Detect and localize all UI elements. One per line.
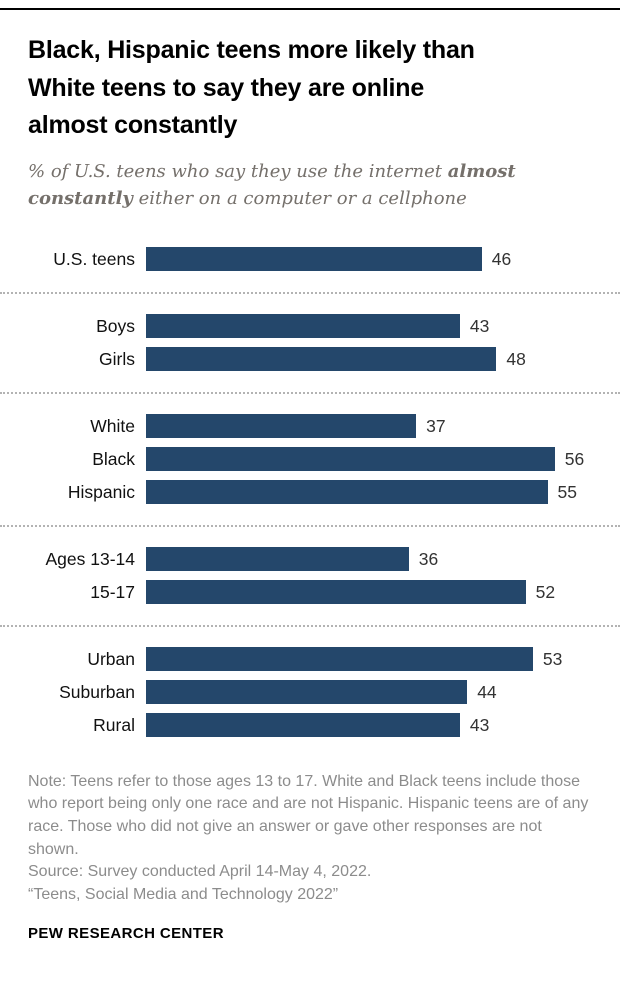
value-label: 48: [506, 348, 526, 369]
bar-row: Girls 48: [28, 343, 592, 376]
bar: [146, 247, 482, 271]
bar-chart: U.S. teens 46 Boys 43 Girls 48 White 37 Black 56 H…: [0, 236, 620, 749]
bar: [146, 713, 460, 737]
bar-track: 53: [146, 647, 592, 671]
bar-track: 36: [146, 547, 592, 571]
bar-group: Ages 13-14 36 15-17 52: [28, 536, 592, 616]
subtitle-text-bold: almost constantly: [28, 160, 516, 209]
value-label: 56: [564, 448, 585, 469]
value-label: 55: [557, 481, 577, 502]
group-separator: [0, 291, 620, 294]
bar: [146, 647, 533, 671]
bar-row: Rural 43: [28, 709, 592, 742]
chart-title-line: almost constantly: [28, 111, 238, 139]
bar-group: Urban 53 Suburban 44 Rural 43: [28, 636, 592, 749]
bar-track: 43: [146, 713, 592, 737]
bar-track: 55: [146, 480, 592, 504]
value-label: 44: [477, 681, 497, 702]
category-label: Boys: [96, 315, 135, 336]
bar-group: U.S. teens 46: [28, 236, 592, 283]
bar-track: 37: [146, 414, 592, 438]
bar-row: Ages 13-14 36: [28, 543, 592, 576]
chart-title-line: Black, Hispanic teens more likely than: [28, 36, 475, 64]
bar: [146, 447, 555, 471]
bar: [146, 580, 526, 604]
value-label: 52: [535, 581, 556, 602]
value-label: 53: [542, 648, 563, 669]
value-label: 43: [469, 714, 490, 735]
category-label: Girls: [99, 348, 135, 369]
value-label: 46: [491, 248, 512, 269]
bar-row: White 37: [28, 410, 592, 443]
value-label: 37: [426, 415, 446, 436]
category-label: Black: [92, 448, 135, 469]
category-label: Rural: [93, 714, 135, 735]
pew-research-center-wordmark: PEW RESEARCH CENTER: [28, 924, 224, 942]
bar-track: 52: [146, 580, 592, 604]
chart-title: Black, Hispanic teens more likely than W…: [28, 0, 592, 145]
category-label: U.S. teens: [53, 248, 135, 269]
category-label: 15-17: [90, 581, 135, 602]
category-label: Hispanic: [67, 481, 135, 502]
bar-row: Boys 43: [28, 310, 592, 343]
chart-subtitle: % of U.S. teens who say they use the int…: [28, 158, 588, 212]
bar-track: 48: [146, 347, 592, 371]
footnotes: Note: Teens refer to those ages 13 to 17…: [28, 771, 592, 907]
bar-row: Black 56: [28, 443, 592, 476]
bar-track: 56: [146, 447, 592, 471]
group-separator: [0, 524, 620, 527]
bar-track: 46: [146, 247, 592, 271]
subtitle-text-post: either on a computer or a cellphone: [132, 187, 467, 209]
subtitle-text-pre: % of U.S. teens who say they use the int…: [28, 160, 448, 182]
bar-row: 15-17 52: [28, 576, 592, 609]
chart-title-line: White teens to say they are online: [28, 73, 425, 102]
bar-row: Hispanic 55: [28, 476, 592, 509]
bar-row: Urban 53: [28, 643, 592, 676]
group-separator: [0, 624, 620, 627]
value-label: 43: [469, 315, 490, 336]
category-label: Urban: [87, 648, 135, 669]
category-label: White: [90, 415, 135, 436]
bar-track: 44: [146, 680, 592, 704]
category-label: Suburban: [59, 681, 135, 702]
bar: [146, 680, 468, 704]
bar-group: Boys 43 Girls 48: [28, 303, 592, 383]
report-title-text: “Teens, Social Media and Technology 2022…: [28, 886, 339, 904]
bar: [146, 547, 409, 571]
bar-row: U.S. teens 46: [28, 243, 592, 276]
bar-track: 43: [146, 314, 592, 338]
bar-group: White 37 Black 56 Hispanic 55: [28, 403, 592, 516]
top-rule: [0, 8, 620, 10]
bar: [146, 414, 417, 438]
bar-row: Suburban 44: [28, 676, 592, 709]
note-text: Note: Teens refer to those ages 13 to 17…: [28, 772, 589, 858]
bar: [146, 314, 460, 338]
bar: [146, 480, 548, 504]
source-text: Source: Survey conducted April 14-May 4,…: [28, 863, 372, 881]
group-separator: [0, 391, 620, 394]
value-label: 36: [418, 548, 439, 569]
category-label: Ages 13-14: [45, 548, 135, 569]
bar: [146, 347, 497, 371]
